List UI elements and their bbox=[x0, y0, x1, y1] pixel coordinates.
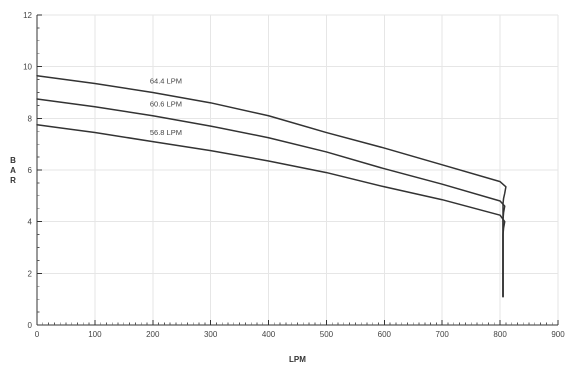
y-tick-label-1: 2 bbox=[28, 269, 33, 278]
x-tick-label-5: 500 bbox=[320, 330, 334, 339]
x-tick-label-9: 900 bbox=[551, 330, 565, 339]
y-tick-label-6: 12 bbox=[23, 11, 32, 20]
x-tick-label-4: 400 bbox=[262, 330, 276, 339]
x-tick-label-7: 700 bbox=[436, 330, 450, 339]
x-tick-label-0: 0 bbox=[35, 330, 40, 339]
label-layer: 64.4 LPM 60.6 LPM 56.8 LPM bbox=[150, 76, 182, 137]
series-line-1 bbox=[36, 98, 506, 298]
y-tick-label-2: 4 bbox=[28, 218, 33, 227]
series-line-0 bbox=[36, 74, 507, 298]
y-tick-label-0: 0 bbox=[28, 321, 33, 330]
curve-label-1: 60.6 LPM bbox=[150, 100, 182, 109]
x-tick-label-3: 300 bbox=[204, 330, 218, 339]
axis-layer: 0 100 200 300 400 500 600 700 800 900 0 2 4 6 8 10 12 LPM… bbox=[10, 11, 565, 364]
series-layer bbox=[36, 74, 507, 298]
x-tick-label-8: 800 bbox=[493, 330, 507, 339]
x-tick-label-1: 100 bbox=[88, 330, 102, 339]
y-tick-label-5: 10 bbox=[23, 63, 32, 72]
y-tick-label-4: 8 bbox=[28, 114, 33, 123]
x-tick-label-6: 600 bbox=[378, 330, 392, 339]
series-line-2 bbox=[36, 124, 506, 298]
grid-layer bbox=[37, 14, 559, 325]
x-tick-label-2: 200 bbox=[146, 330, 160, 339]
y-tick-label-3: 6 bbox=[28, 166, 33, 175]
curve-label-2: 56.8 LPM bbox=[150, 128, 182, 137]
curve-label-0: 64.4 LPM bbox=[150, 76, 182, 85]
x-axis-title: LPM bbox=[289, 355, 306, 364]
